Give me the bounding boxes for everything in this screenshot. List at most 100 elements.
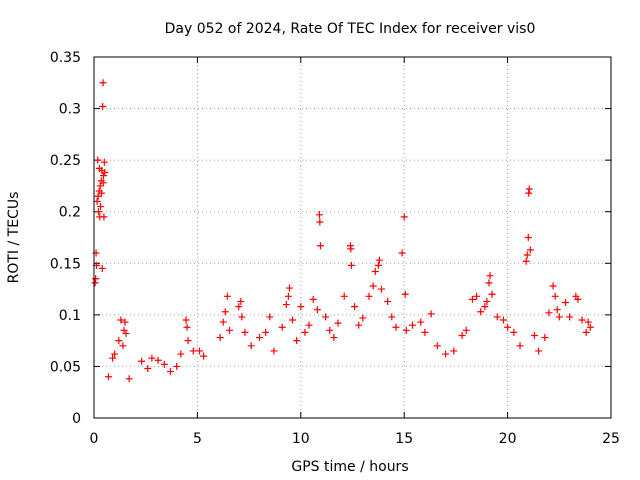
data-point xyxy=(262,328,270,336)
data-point xyxy=(359,314,367,322)
data-point xyxy=(586,323,594,331)
data-point xyxy=(584,318,592,326)
data-point xyxy=(177,350,185,358)
data-point xyxy=(488,290,496,298)
data-point xyxy=(121,318,129,326)
data-point xyxy=(316,218,324,226)
data-point xyxy=(100,213,108,221)
x-tick-label: 5 xyxy=(193,431,202,447)
data-point xyxy=(101,169,109,177)
data-point xyxy=(293,337,301,345)
data-point xyxy=(316,242,324,250)
y-tick-label: 0.35 xyxy=(50,50,81,66)
data-point xyxy=(173,362,181,370)
data-point xyxy=(117,316,125,324)
data-point xyxy=(524,234,532,241)
data-point xyxy=(104,373,112,381)
data-point xyxy=(530,331,538,339)
y-tick-label: 0 xyxy=(72,411,81,427)
y-tick-label: 0.3 xyxy=(59,102,81,118)
data-point xyxy=(377,285,385,293)
data-point xyxy=(144,364,152,372)
data-point xyxy=(374,261,382,269)
grid-lines xyxy=(94,57,611,418)
data-point xyxy=(160,360,168,368)
y-tick-label: 0.2 xyxy=(59,205,81,221)
data-point xyxy=(99,79,107,87)
data-point xyxy=(499,316,507,324)
data-point xyxy=(525,185,533,193)
data-point xyxy=(516,342,524,350)
data-point xyxy=(125,375,133,383)
data-point xyxy=(184,337,192,345)
data-point xyxy=(225,326,233,334)
data-point xyxy=(322,313,330,321)
data-point xyxy=(305,321,313,329)
y-tick-label: 0.05 xyxy=(50,359,81,375)
data-point xyxy=(473,292,481,300)
data-point xyxy=(551,292,559,300)
data-point xyxy=(483,297,491,305)
data-point xyxy=(351,303,359,311)
data-point xyxy=(282,301,290,309)
data-point xyxy=(504,323,512,331)
data-point xyxy=(535,347,543,355)
data-point xyxy=(545,309,553,317)
data-point xyxy=(235,303,243,311)
data-point xyxy=(138,357,146,365)
data-point xyxy=(119,342,127,350)
data-point xyxy=(526,246,534,254)
data-points xyxy=(91,79,594,383)
data-point xyxy=(555,313,563,321)
data-point xyxy=(92,275,100,283)
data-point xyxy=(216,334,224,342)
data-point xyxy=(523,251,531,259)
data-point xyxy=(398,249,406,257)
x-tick-label: 0 xyxy=(90,431,99,447)
data-point xyxy=(95,164,103,172)
data-point xyxy=(301,328,309,336)
data-point xyxy=(241,328,249,336)
x-tick-label: 20 xyxy=(499,431,517,447)
data-point xyxy=(95,208,103,216)
data-point xyxy=(122,329,130,337)
data-point xyxy=(93,197,101,205)
data-point xyxy=(485,279,493,287)
data-point xyxy=(402,326,410,334)
data-point xyxy=(522,257,530,265)
data-point xyxy=(574,295,582,303)
data-point xyxy=(247,342,255,350)
data-point xyxy=(200,352,208,360)
x-tick-label: 10 xyxy=(292,431,310,447)
data-point xyxy=(278,323,286,331)
data-point xyxy=(99,103,107,111)
data-point xyxy=(315,211,323,219)
data-point xyxy=(450,347,458,355)
data-point xyxy=(189,347,197,355)
data-point xyxy=(408,321,416,329)
data-point xyxy=(340,292,348,300)
y-axis-label: ROTI / TECUs xyxy=(6,192,22,284)
data-point xyxy=(97,189,105,197)
data-point xyxy=(326,326,334,334)
data-point xyxy=(94,156,102,164)
data-point xyxy=(98,264,106,272)
y-tick-label: 0.25 xyxy=(50,153,81,169)
data-point xyxy=(284,292,292,300)
y-tick-label: 0.1 xyxy=(59,308,81,324)
data-point xyxy=(355,321,363,329)
data-point xyxy=(94,192,102,200)
data-point xyxy=(313,306,321,314)
data-point xyxy=(148,354,156,362)
data-point xyxy=(375,256,383,264)
tick-labels: 0 5 10 15 20 25 0 0.05 0.1 0.15 0.2 0.25 0.3 0.35 xyxy=(50,50,620,447)
data-point xyxy=(223,292,231,300)
data-point xyxy=(99,179,107,187)
data-point xyxy=(582,328,590,336)
data-point xyxy=(167,368,175,376)
x-tick-label: 15 xyxy=(395,431,413,447)
data-point xyxy=(255,334,263,342)
plot-frame xyxy=(93,56,612,419)
data-point xyxy=(578,316,586,324)
